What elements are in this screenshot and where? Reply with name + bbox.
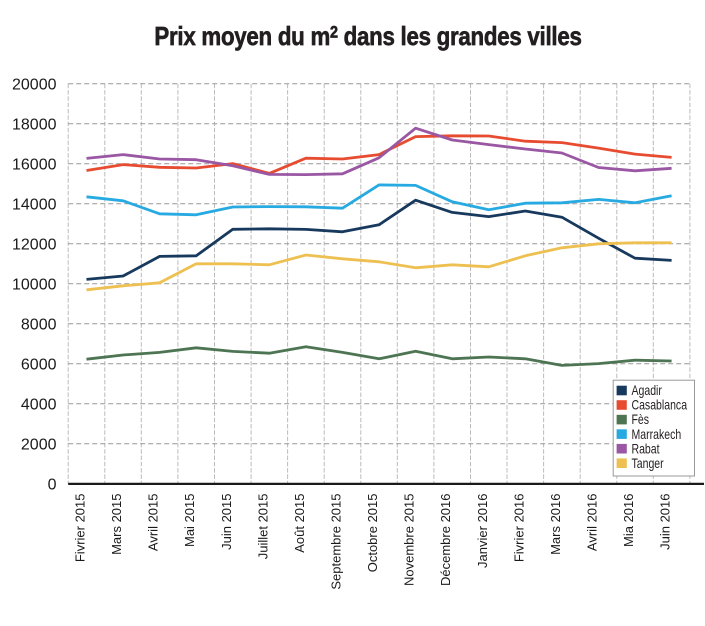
svg-text:Juillet 2015: Juillet 2015 xyxy=(255,494,270,560)
svg-text:Avril 2015: Avril 2015 xyxy=(146,494,161,552)
svg-text:Mars 2015: Mars 2015 xyxy=(109,494,124,555)
svg-text:Juin 2016: Juin 2016 xyxy=(658,494,673,550)
svg-text:Mia 2016: Mia 2016 xyxy=(621,494,636,547)
svg-text:Mars 2016: Mars 2016 xyxy=(548,494,563,555)
svg-text:Novembre 2015: Novembre 2015 xyxy=(402,494,417,587)
svg-text:10000: 10000 xyxy=(12,276,57,293)
svg-text:Juin 2015: Juin 2015 xyxy=(219,494,234,550)
svg-text:20000: 20000 xyxy=(12,76,57,93)
svg-text:12000: 12000 xyxy=(12,236,57,253)
svg-text:Tanger: Tanger xyxy=(632,456,664,472)
svg-text:Janvier 2016: Janvier 2016 xyxy=(475,494,490,568)
svg-text:Décembre 2016: Décembre 2016 xyxy=(438,494,453,587)
svg-text:18000: 18000 xyxy=(12,116,57,133)
svg-text:Fivrier 2015: Fivrier 2015 xyxy=(73,494,88,563)
svg-text:Marrakech: Marrakech xyxy=(632,427,682,443)
svg-text:Septembre 2015: Septembre 2015 xyxy=(329,494,344,590)
svg-text:Prix moyen du m2 dans les gran: Prix moyen du m2 dans les grandes villes xyxy=(154,23,581,52)
svg-text:2000: 2000 xyxy=(21,436,57,453)
svg-text:Août 2015: Août 2015 xyxy=(292,494,307,553)
svg-text:Fivrier 2016: Fivrier 2016 xyxy=(511,494,526,563)
svg-text:Rabat: Rabat xyxy=(632,441,661,457)
svg-text:14000: 14000 xyxy=(12,196,57,213)
svg-text:Avril 2016: Avril 2016 xyxy=(585,494,600,552)
svg-text:8000: 8000 xyxy=(21,316,57,333)
svg-text:16000: 16000 xyxy=(12,156,57,173)
svg-text:0: 0 xyxy=(48,476,57,493)
svg-text:Mai 2015: Mai 2015 xyxy=(182,494,197,547)
svg-text:Octobre 2015: Octobre 2015 xyxy=(365,494,380,573)
svg-text:4000: 4000 xyxy=(21,396,57,413)
svg-text:Fès: Fès xyxy=(632,412,650,428)
svg-text:6000: 6000 xyxy=(21,356,57,373)
svg-text:Casablanca: Casablanca xyxy=(632,397,688,413)
svg-text:Agadir: Agadir xyxy=(632,383,662,399)
